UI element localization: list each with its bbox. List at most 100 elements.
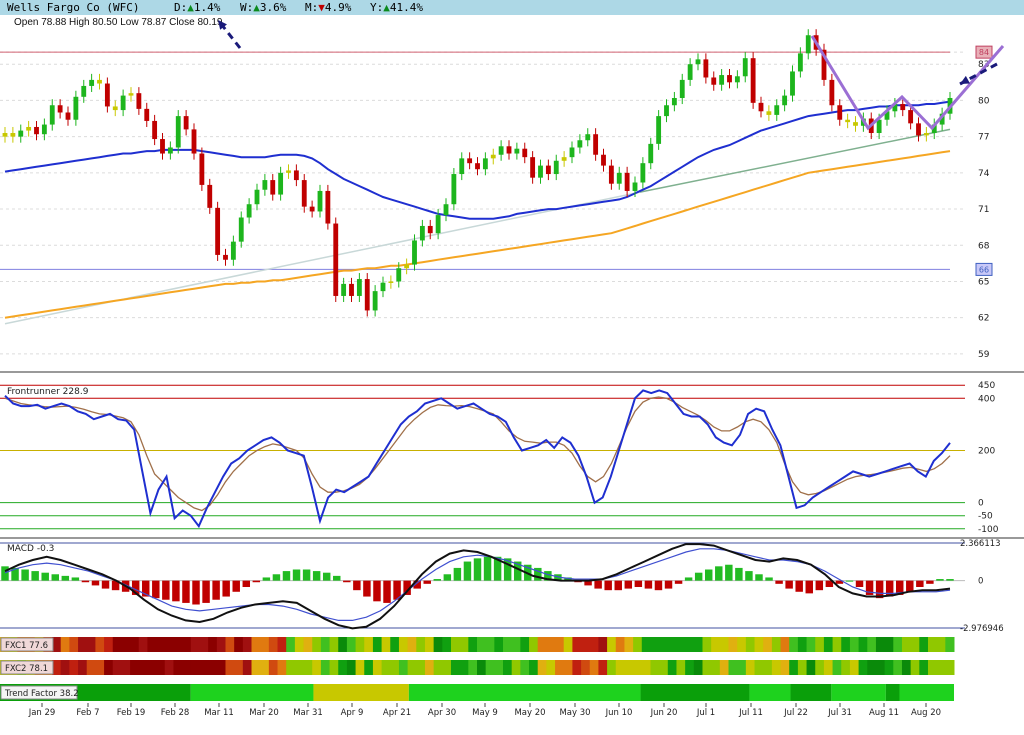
macd-histogram-bar bbox=[202, 580, 210, 603]
candle-body bbox=[829, 79, 835, 106]
fxc2-cell bbox=[841, 660, 851, 675]
fxc1-cell bbox=[832, 637, 842, 652]
candle-body bbox=[750, 58, 756, 103]
fxc2-cell bbox=[485, 660, 495, 675]
macd-histogram-bar bbox=[383, 580, 391, 603]
macd-histogram-bar bbox=[604, 580, 612, 591]
candle-body bbox=[293, 170, 299, 181]
fxc1-cell bbox=[737, 637, 747, 652]
candle-body bbox=[230, 241, 236, 260]
macd-histogram-bar bbox=[252, 580, 261, 583]
fxc1-cell bbox=[286, 637, 296, 652]
trend-factor-segment bbox=[408, 684, 641, 701]
macd-histogram-bar bbox=[453, 567, 462, 581]
fxc2-cell bbox=[667, 660, 677, 675]
fxc2-cell bbox=[893, 660, 903, 675]
fxc2-cell bbox=[849, 660, 860, 675]
candle-body bbox=[152, 120, 158, 140]
candle-body bbox=[435, 215, 441, 234]
fxc2-cell bbox=[398, 660, 409, 675]
indicator-label-box bbox=[0, 637, 54, 652]
macd-histogram-bar bbox=[624, 580, 633, 589]
fxc2-cell bbox=[477, 660, 487, 675]
fxc2-cell bbox=[676, 660, 686, 675]
candle-body bbox=[679, 79, 685, 99]
daily-change: D:▲1.4% bbox=[174, 0, 220, 15]
macd-histogram-bar bbox=[785, 580, 793, 589]
macd-histogram-bar bbox=[262, 577, 271, 581]
candle-body bbox=[853, 122, 858, 126]
fxc2-cell bbox=[685, 660, 695, 675]
macd-histogram-bar bbox=[11, 567, 19, 581]
fxc1-cell bbox=[919, 637, 929, 652]
candle-body bbox=[49, 105, 55, 125]
candle-body bbox=[254, 189, 260, 205]
candle-body bbox=[514, 148, 520, 154]
macd-histogram-bar bbox=[584, 580, 592, 586]
fxc2-cell bbox=[190, 660, 200, 675]
fxc1-cell bbox=[468, 637, 478, 652]
price-tag bbox=[975, 45, 993, 59]
fxc1-cell bbox=[338, 637, 348, 652]
fxc1-cell bbox=[858, 637, 868, 652]
candle-body bbox=[482, 158, 488, 170]
fxc2-cell bbox=[260, 660, 270, 675]
candle-body bbox=[246, 204, 252, 218]
macd-histogram-bar bbox=[865, 580, 874, 595]
fxc2-cell bbox=[763, 660, 773, 675]
fxc2-cell bbox=[919, 660, 929, 675]
fxc1-cell bbox=[910, 637, 920, 652]
fxc1-cell bbox=[260, 637, 270, 652]
candle-body bbox=[616, 172, 622, 184]
fxc1-cell bbox=[555, 637, 565, 652]
fxc1-cell bbox=[182, 637, 192, 652]
fxc2-cell bbox=[104, 660, 114, 675]
fxc2-cell bbox=[381, 660, 391, 675]
candle-body bbox=[585, 134, 591, 141]
trend-factor-label: Trend Factor 38.2 bbox=[4, 689, 79, 699]
header-bar: Wells Fargo Co (WFC) D:▲1.4% W:▲3.6% M:▼… bbox=[0, 0, 1024, 15]
fxc1-cell bbox=[216, 637, 226, 652]
macd-histogram-bar bbox=[493, 556, 502, 581]
candle-body bbox=[837, 105, 843, 120]
fxc2-cell bbox=[702, 660, 712, 675]
macd-histogram-bar bbox=[152, 580, 160, 599]
fxc1-cell bbox=[563, 637, 573, 652]
fxc1-cell bbox=[190, 637, 200, 652]
frontrunner-line bbox=[4, 389, 951, 529]
fxc1-cell bbox=[398, 637, 409, 652]
candle-body bbox=[18, 130, 24, 137]
fxc2-cell bbox=[728, 660, 738, 675]
fxc2-cell bbox=[633, 660, 643, 675]
fxc1-cell bbox=[130, 637, 140, 652]
y-tick-label: 200 bbox=[978, 446, 995, 456]
fxc2-cell bbox=[901, 660, 912, 675]
fxc2-cell bbox=[164, 660, 174, 675]
macd-histogram-bar bbox=[71, 577, 80, 581]
candle-body bbox=[104, 83, 110, 107]
macd-histogram-bar bbox=[775, 580, 783, 584]
macd-histogram-bar bbox=[282, 571, 291, 581]
macd-histogram-bar bbox=[373, 580, 381, 602]
candle-body bbox=[325, 190, 331, 224]
y-tick-label: 2.366113 bbox=[960, 539, 1001, 549]
fxc2-cell bbox=[355, 660, 365, 675]
fxc1-cell bbox=[641, 637, 651, 652]
fxc2-cell bbox=[693, 660, 703, 675]
weekly-change-value: 3.6% bbox=[259, 1, 287, 14]
fxc1-cell bbox=[607, 637, 617, 652]
fxc2-cell bbox=[424, 660, 435, 675]
macd-histogram-bar bbox=[333, 575, 341, 581]
candle-body bbox=[742, 58, 748, 77]
candle-body bbox=[671, 98, 677, 106]
fxc1-cell bbox=[867, 637, 877, 652]
fxc1-cell bbox=[60, 637, 70, 652]
macd-histogram-bar bbox=[51, 574, 59, 581]
fxc1-cell bbox=[52, 637, 62, 652]
candle-body bbox=[262, 180, 268, 190]
fxc2-cell bbox=[78, 660, 88, 675]
candle-body bbox=[160, 139, 165, 154]
fxc2-cell bbox=[867, 660, 877, 675]
price-tag-label: 66 bbox=[979, 265, 989, 274]
